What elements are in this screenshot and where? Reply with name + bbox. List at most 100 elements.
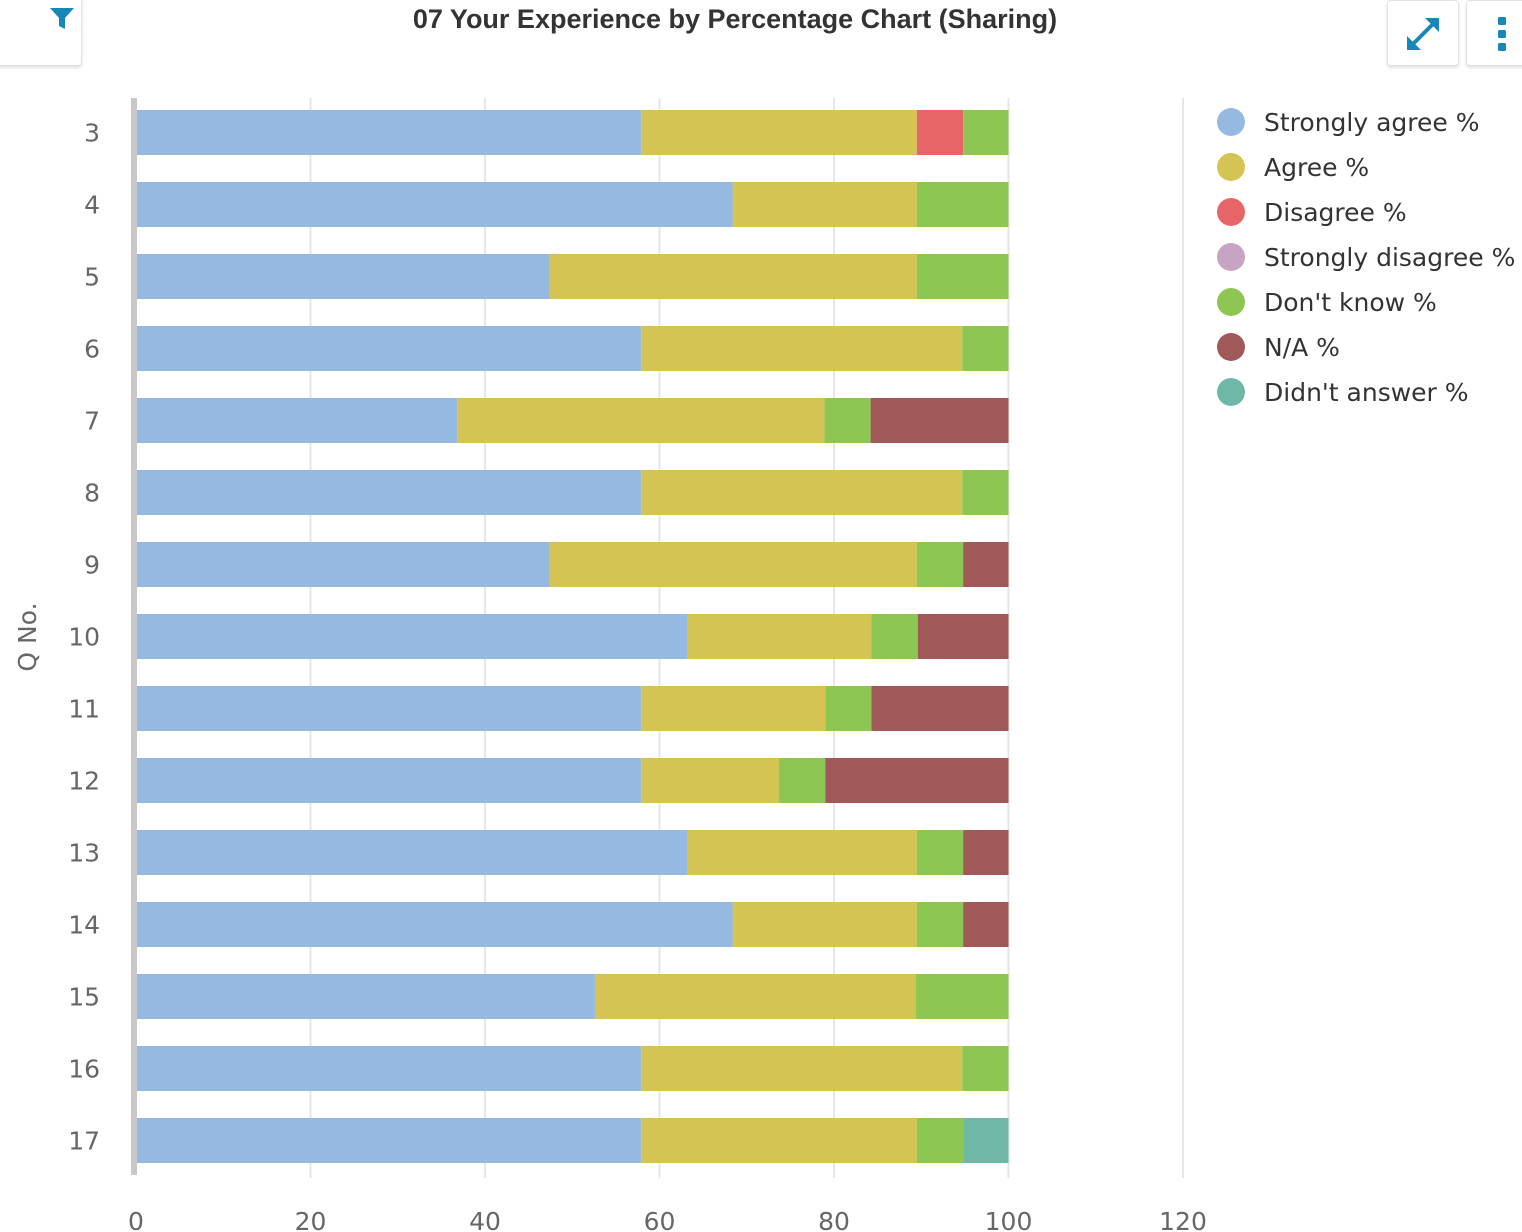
bar-segment[interactable] — [962, 326, 1009, 371]
y-axis-title: Q No. — [13, 602, 42, 671]
bar-segment[interactable] — [641, 326, 963, 371]
legend-item[interactable]: Didn't answer % — [1217, 378, 1469, 407]
legend-label: Agree % — [1264, 153, 1369, 182]
y-tick-label: 13 — [68, 839, 100, 868]
bar-segment[interactable] — [732, 182, 917, 227]
bar-segment[interactable] — [136, 254, 550, 299]
expand-button[interactable] — [1387, 0, 1459, 66]
legend-swatch — [1217, 378, 1245, 406]
more-options-button[interactable] — [1466, 0, 1522, 66]
bar-segment[interactable] — [917, 614, 1009, 659]
legend-label: Didn't answer % — [1264, 378, 1469, 407]
bar-segment[interactable] — [457, 398, 825, 443]
y-tick-label: 17 — [68, 1127, 100, 1156]
x-tick-label: 20 — [295, 1207, 327, 1232]
bar-segment[interactable] — [916, 902, 964, 947]
legend-label: N/A % — [1264, 333, 1340, 362]
filter-button[interactable] — [0, 0, 82, 66]
bar-segment[interactable] — [916, 974, 1009, 1019]
bar-segment[interactable] — [825, 758, 1009, 803]
bar-segment[interactable] — [136, 1046, 642, 1091]
legend-label: Strongly agree % — [1264, 108, 1479, 137]
legend-item[interactable]: Strongly agree % — [1217, 108, 1479, 137]
x-tick-label: 100 — [985, 1207, 1033, 1232]
x-tick-label: 0 — [128, 1207, 144, 1232]
bar-segment[interactable] — [136, 830, 688, 875]
legend-label: Don't know % — [1264, 288, 1437, 317]
y-tick-label: 8 — [84, 479, 100, 508]
legend-item[interactable]: Don't know % — [1217, 288, 1437, 317]
x-tick-label: 60 — [644, 1207, 676, 1232]
bar-segment[interactable] — [962, 470, 1009, 515]
bar-segment[interactable] — [641, 1118, 917, 1163]
bar-segment[interactable] — [641, 1046, 963, 1091]
bar-segment[interactable] — [825, 686, 872, 731]
legend-item[interactable]: Strongly disagree % — [1217, 243, 1515, 272]
bar-segment[interactable] — [641, 110, 917, 155]
legend-label: Disagree % — [1264, 198, 1407, 227]
y-tick-label: 11 — [68, 695, 100, 724]
bar-segment[interactable] — [549, 542, 917, 587]
y-tick-label: 15 — [68, 983, 100, 1012]
bar-segment[interactable] — [136, 470, 642, 515]
chart-header: 07 Your Experience by Percentage Chart (… — [0, 0, 1522, 70]
bar-segment[interactable] — [871, 614, 918, 659]
bar-segment[interactable] — [963, 542, 1009, 587]
bar-segment[interactable] — [594, 974, 917, 1019]
bar-segment[interactable] — [136, 1118, 642, 1163]
bar-segment[interactable] — [916, 1118, 964, 1163]
bar-segment[interactable] — [962, 1046, 1009, 1091]
bar-segment[interactable] — [641, 686, 826, 731]
bar-segment[interactable] — [136, 614, 688, 659]
y-tick-label: 5 — [84, 263, 100, 292]
more-vertical-icon — [1498, 17, 1506, 51]
bar-segment[interactable] — [732, 902, 917, 947]
legend-swatch — [1217, 198, 1245, 226]
bar-segment[interactable] — [136, 974, 595, 1019]
bar-segment[interactable] — [641, 758, 780, 803]
bar-segment[interactable] — [870, 398, 1009, 443]
legend-swatch — [1217, 243, 1245, 271]
bar-segment[interactable] — [136, 902, 733, 947]
y-tick-label: 9 — [84, 551, 100, 580]
bar-segment[interactable] — [136, 326, 642, 371]
bar-segment[interactable] — [871, 686, 1009, 731]
legend-swatch — [1217, 288, 1245, 316]
bar-segment[interactable] — [136, 686, 642, 731]
bar-segment[interactable] — [687, 830, 917, 875]
bar-segment[interactable] — [824, 398, 871, 443]
legend-item[interactable]: N/A % — [1217, 333, 1340, 362]
bar-segment[interactable] — [916, 182, 1009, 227]
bar-segment[interactable] — [549, 254, 917, 299]
legend-swatch — [1217, 153, 1245, 181]
bar-segment[interactable] — [136, 758, 642, 803]
expand-icon — [1407, 18, 1439, 50]
bar-segment[interactable] — [916, 830, 964, 875]
bar-segment[interactable] — [963, 902, 1009, 947]
bar-segment[interactable] — [963, 110, 1009, 155]
x-tick-label: 40 — [469, 1207, 501, 1232]
bar-segment[interactable] — [136, 542, 550, 587]
bar-segment[interactable] — [136, 182, 733, 227]
filter-icon — [50, 8, 74, 29]
bar-segment[interactable] — [916, 110, 964, 155]
bar-segment[interactable] — [779, 758, 826, 803]
bar-segment[interactable] — [136, 110, 642, 155]
legend-item[interactable]: Agree % — [1217, 153, 1369, 182]
y-tick-label: 16 — [68, 1055, 100, 1084]
y-tick-label: 3 — [84, 119, 100, 148]
bar-segment[interactable] — [963, 1118, 1009, 1163]
legend-label: Strongly disagree % — [1264, 243, 1515, 272]
bar-segment[interactable] — [136, 398, 458, 443]
legend-swatch — [1217, 108, 1245, 136]
bar-segment[interactable] — [963, 830, 1009, 875]
y-axis-ticks: 3 4 5 6 7 8 9 10 11 12 13 14 15 16 17 — [68, 119, 100, 1156]
y-tick-label: 12 — [68, 767, 100, 796]
y-tick-label: 4 — [84, 191, 100, 220]
bar-segment[interactable] — [916, 542, 964, 587]
bar-segment[interactable] — [641, 470, 963, 515]
bar-segment[interactable] — [687, 614, 872, 659]
legend-item[interactable]: Disagree % — [1217, 198, 1407, 227]
bar-segment[interactable] — [916, 254, 1009, 299]
